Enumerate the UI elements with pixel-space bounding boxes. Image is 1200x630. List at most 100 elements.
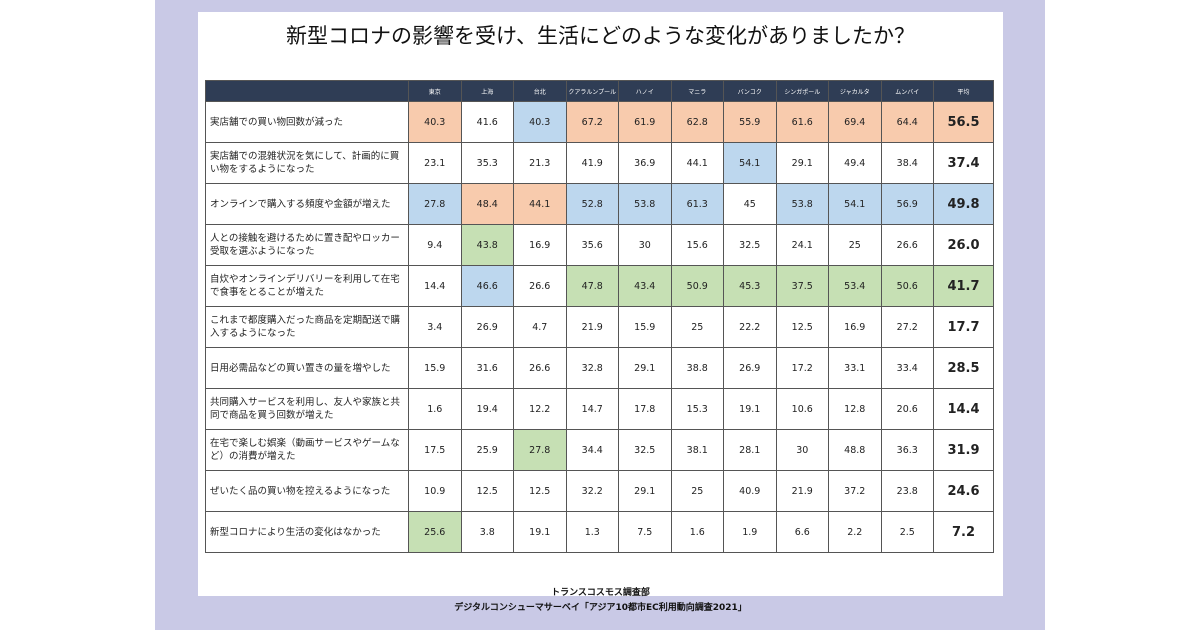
value-cell: 35.3 — [460, 142, 514, 184]
header-cell: シンガポール — [775, 80, 829, 102]
value-cell: 35.6 — [565, 224, 619, 266]
value-cell: 15.9 — [618, 306, 672, 348]
value-cell: 25 — [828, 224, 882, 266]
value-cell: 25.6 — [408, 511, 462, 553]
value-cell: 32.5 — [618, 429, 672, 471]
row-label: 自炊やオンラインデリバリーを利用して在宅で食事をとることが増えた — [205, 265, 409, 307]
value-cell: 1.9 — [723, 511, 777, 553]
table-row: 人との接触を避けるために置き配やロッカー受取を選ぶようになった 9.4 43.8 16… — [205, 224, 994, 266]
row-label: これまで都度購入だった商品を定期配送で購入するようになった — [205, 306, 409, 348]
average-cell: 56.5 — [933, 101, 994, 143]
average-cell: 14.4 — [933, 388, 994, 430]
value-cell: 64.4 — [880, 101, 934, 143]
value-cell: 23.1 — [408, 142, 462, 184]
value-cell: 6.6 — [775, 511, 829, 553]
value-cell: 14.4 — [408, 265, 462, 307]
average-cell: 28.5 — [933, 347, 994, 389]
value-cell: 26.9 — [723, 347, 777, 389]
average-cell: 31.9 — [933, 429, 994, 471]
value-cell: 43.8 — [460, 224, 514, 266]
value-cell: 40.9 — [723, 470, 777, 512]
row-label: 人との接触を避けるために置き配やロッカー受取を選ぶようになった — [205, 224, 409, 266]
value-cell: 48.8 — [828, 429, 882, 471]
value-cell: 38.4 — [880, 142, 934, 184]
value-cell: 26.6 — [880, 224, 934, 266]
table-row: 実店舗での買い物回数が減った 40.3 41.6 40.3 67.2 61.9 62.8 55… — [205, 101, 994, 143]
average-cell: 7.2 — [933, 511, 994, 553]
table-row: 新型コロナにより生活の変化はなかった 25.6 3.8 19.1 1.3 7.5 1.6 1.… — [205, 511, 994, 553]
value-cell: 17.8 — [618, 388, 672, 430]
value-cell: 26.9 — [460, 306, 514, 348]
value-cell: 12.8 — [828, 388, 882, 430]
value-cell: 10.9 — [408, 470, 462, 512]
header-cell: バンコク — [723, 80, 777, 102]
table-row: オンラインで購入する頻度や金額が増えた 27.8 48.4 44.1 52.8 53.8 6… — [205, 183, 994, 225]
value-cell: 53.4 — [828, 265, 882, 307]
value-cell: 45.3 — [723, 265, 777, 307]
header-cell: ムンバイ — [880, 80, 934, 102]
table-row: 在宅で楽しむ娯楽（動画サービスやゲームなど）の消費が増えた 17.5 25.9 27.… — [205, 429, 994, 471]
value-cell: 43.4 — [618, 265, 672, 307]
header-cell: 台北 — [513, 80, 567, 102]
value-cell: 10.6 — [775, 388, 829, 430]
value-cell: 52.8 — [565, 183, 619, 225]
value-cell: 2.5 — [880, 511, 934, 553]
value-cell: 29.1 — [775, 142, 829, 184]
table-row: 日用必需品などの買い置きの量を増やした 15.9 31.6 26.6 32.8 29.1 3… — [205, 347, 994, 389]
header-cell: 平均 — [933, 80, 994, 102]
value-cell: 30 — [775, 429, 829, 471]
value-cell: 21.9 — [565, 306, 619, 348]
value-cell: 30 — [618, 224, 672, 266]
value-cell: 16.9 — [513, 224, 567, 266]
value-cell: 25.9 — [460, 429, 514, 471]
value-cell: 19.4 — [460, 388, 514, 430]
value-cell: 53.8 — [775, 183, 829, 225]
value-cell: 36.3 — [880, 429, 934, 471]
row-label: 在宅で楽しむ娯楽（動画サービスやゲームなど）の消費が増えた — [205, 429, 409, 471]
value-cell: 27.8 — [513, 429, 567, 471]
value-cell: 12.2 — [513, 388, 567, 430]
value-cell: 44.1 — [513, 183, 567, 225]
value-cell: 25 — [670, 306, 724, 348]
value-cell: 12.5 — [513, 470, 567, 512]
value-cell: 29.1 — [618, 470, 672, 512]
value-cell: 41.9 — [565, 142, 619, 184]
value-cell: 55.9 — [723, 101, 777, 143]
value-cell: 15.9 — [408, 347, 462, 389]
average-cell: 24.6 — [933, 470, 994, 512]
value-cell: 7.5 — [618, 511, 672, 553]
value-cell: 15.3 — [670, 388, 724, 430]
value-cell: 41.6 — [460, 101, 514, 143]
value-cell: 27.2 — [880, 306, 934, 348]
value-cell: 45 — [723, 183, 777, 225]
value-cell: 3.4 — [408, 306, 462, 348]
table-row: ぜいたく品の買い物を控えるようになった 10.9 12.5 12.5 32.2 29.1 2… — [205, 470, 994, 512]
header-row: 東京 上海 台北 クアラルンプール ハノイ マニラ バンコク シンガポール ジャカルタ ムンバイ平… — [205, 80, 994, 102]
value-cell: 38.8 — [670, 347, 724, 389]
value-cell: 40.3 — [408, 101, 462, 143]
row-label: 新型コロナにより生活の変化はなかった — [205, 511, 409, 553]
value-cell: 3.8 — [460, 511, 514, 553]
value-cell: 2.2 — [828, 511, 882, 553]
value-cell: 61.6 — [775, 101, 829, 143]
value-cell: 27.8 — [408, 183, 462, 225]
value-cell: 17.5 — [408, 429, 462, 471]
footer-line: デジタルコンシューマサーベイ「アジア10都市EC利用動向調査2021」 — [454, 603, 747, 613]
value-cell: 22.2 — [723, 306, 777, 348]
header-blank — [205, 80, 409, 102]
value-cell: 12.5 — [460, 470, 514, 512]
value-cell: 46.6 — [460, 265, 514, 307]
value-cell: 29.1 — [618, 347, 672, 389]
value-cell: 26.6 — [513, 265, 567, 307]
table-row: 実店舗での混雑状況を気にして、計画的に買い物をするようになった 23.1 35.3 2… — [205, 142, 994, 184]
average-cell: 41.7 — [933, 265, 994, 307]
value-cell: 26.6 — [513, 347, 567, 389]
header-cell: 上海 — [460, 80, 514, 102]
value-cell: 53.8 — [618, 183, 672, 225]
value-cell: 4.7 — [513, 306, 567, 348]
value-cell: 32.2 — [565, 470, 619, 512]
value-cell: 16.9 — [828, 306, 882, 348]
value-cell: 61.9 — [618, 101, 672, 143]
header-cell: ハノイ — [618, 80, 672, 102]
